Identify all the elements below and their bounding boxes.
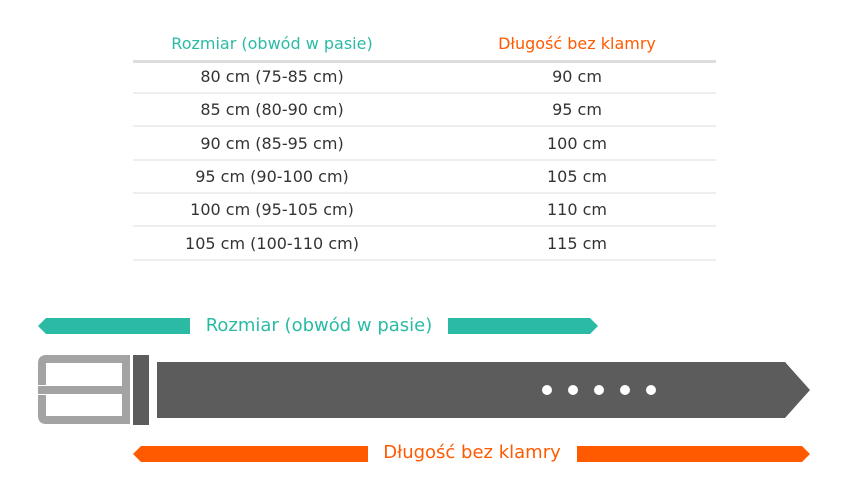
cell-length: 105 cm — [546, 166, 608, 186]
belt-holes — [542, 385, 656, 395]
buckle-frame-icon — [38, 355, 130, 424]
row-divider — [133, 92, 716, 94]
cell-length: 90 cm — [552, 67, 602, 86]
size-label: Rozmiar (obwód w pasie) — [205, 315, 433, 336]
row-divider — [133, 158, 716, 161]
belt-strap — [157, 362, 810, 418]
belt-hole — [594, 385, 604, 395]
size-arrow-left — [38, 318, 190, 334]
cell-size: 100 cm (95-105 cm) — [190, 200, 354, 220]
belt-hole — [620, 385, 630, 395]
cell-size: 90 cm (85-95 cm) — [200, 133, 344, 153]
cell-length: 100 cm — [546, 133, 608, 153]
header-divider — [133, 60, 716, 63]
belt-hole — [646, 385, 656, 395]
row-divider — [133, 225, 716, 228]
length-arrow-right — [577, 446, 810, 462]
cell-length: 115 cm — [546, 233, 608, 253]
cell-length: 110 cm — [546, 200, 608, 220]
cell-size: 95 cm (90-100 cm) — [195, 166, 349, 186]
size-arrow-right — [448, 318, 598, 334]
cell-length: 95 cm — [552, 100, 602, 120]
belt-hole — [542, 385, 552, 395]
belt-hole — [568, 385, 578, 395]
header-length: Długość bez klamry — [498, 34, 656, 53]
length-arrow-left — [133, 446, 368, 462]
buckle-prong — [133, 355, 149, 425]
row-divider — [133, 258, 716, 261]
row-divider — [133, 125, 716, 128]
cell-size: 105 cm (100-110 cm) — [185, 233, 359, 253]
row-divider — [133, 191, 716, 194]
cell-size: 80 cm (75-85 cm) — [200, 67, 344, 86]
header-size: Rozmiar (obwód w pasie) — [171, 34, 373, 53]
length-label: Długość bez klamry — [383, 442, 561, 463]
cell-size: 85 cm (80-90 cm) — [200, 100, 344, 120]
